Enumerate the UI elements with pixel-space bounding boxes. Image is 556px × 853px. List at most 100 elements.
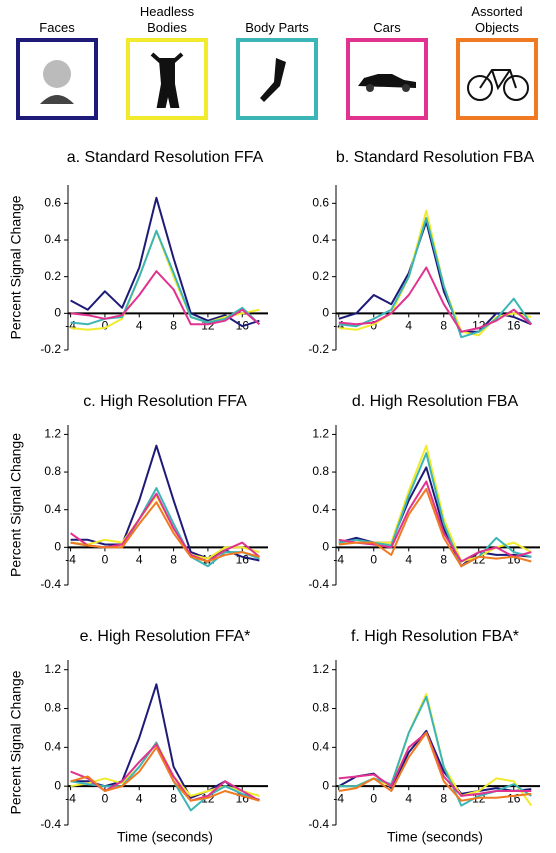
y-tick-label: 0 (54, 540, 61, 554)
y-tick-label: 0.4 (312, 740, 329, 754)
y-tick-label: 1.2 (312, 662, 329, 676)
icon-objects (458, 40, 536, 118)
series-line (70, 196, 260, 328)
y-tick-label: 0.8 (312, 464, 329, 478)
legend-frame (126, 38, 208, 120)
series-line (70, 229, 261, 326)
icon-shape (402, 84, 410, 92)
series-line (338, 266, 532, 333)
series-line (338, 217, 533, 339)
x-tick-label: -4 (65, 791, 76, 805)
y-tick-label: 0.4 (312, 232, 329, 246)
y-tick-label: 0.2 (44, 269, 61, 283)
series-line (338, 220, 532, 333)
series-line (70, 746, 260, 802)
chart-title: d. High Resolution FBA (352, 393, 519, 410)
y-tick-label: 1.2 (44, 662, 61, 676)
icon-body-parts (238, 40, 316, 118)
x-tick-label: 8 (170, 791, 177, 805)
x-tick-label: 8 (170, 319, 177, 333)
x-tick-label: 4 (136, 791, 143, 805)
series-line (70, 444, 260, 562)
x-axis-label: Time (seconds) (117, 829, 213, 845)
series-line (338, 480, 532, 563)
x-tick-label: -4 (333, 791, 344, 805)
legend-label: Body Parts (245, 20, 309, 35)
x-tick-label: -4 (333, 319, 344, 333)
series-line (338, 488, 532, 568)
chart-title: e. High Resolution FFA* (80, 628, 251, 645)
y-tick-label: 0.4 (312, 502, 329, 516)
legend-label: Cars (373, 20, 401, 35)
y-tick-label: 0 (322, 778, 329, 792)
x-axis-label: Time (seconds) (387, 829, 483, 845)
y-tick-label: 0.4 (44, 740, 61, 754)
y-tick-label: 1.2 (312, 427, 329, 441)
icon-shape (366, 84, 374, 92)
x-tick-label: 0 (102, 319, 109, 333)
x-tick-label: 4 (136, 553, 143, 567)
x-tick-label: 0 (370, 553, 377, 567)
y-tick-label: -0.2 (308, 342, 329, 356)
series-line (338, 731, 532, 802)
icon-shape (479, 69, 517, 91)
y-tick-label: 0.4 (44, 232, 61, 246)
y-tick-label: 0.6 (312, 196, 329, 210)
y-tick-label: -0.4 (40, 817, 61, 831)
y-axis-label: Percent Signal Change (8, 670, 24, 814)
legend-frame (16, 38, 98, 120)
series-line (338, 729, 532, 795)
y-tick-label: 0 (54, 778, 61, 792)
x-tick-label: 8 (440, 319, 447, 333)
icon-shape (260, 58, 286, 102)
x-tick-label: -4 (65, 553, 76, 567)
y-axis-label: Percent Signal Change (8, 433, 24, 577)
series-line (70, 741, 260, 812)
y-tick-label: 0.6 (44, 196, 61, 210)
legend-frame (456, 38, 538, 120)
y-tick-label: 0.8 (44, 464, 61, 478)
chart-title: b. Standard Resolution FBA (336, 149, 535, 166)
x-tick-label: 4 (136, 319, 143, 333)
icon-cars (348, 40, 426, 118)
y-tick-label: 0.4 (44, 502, 61, 516)
y-tick-label: -0.2 (40, 342, 61, 356)
icon-shape (40, 95, 74, 104)
y-tick-label: -0.4 (308, 577, 329, 591)
x-tick-label: 8 (440, 791, 447, 805)
x-tick-label: 0 (102, 553, 109, 567)
x-tick-label: 16 (507, 791, 521, 805)
x-tick-label: 0 (370, 791, 377, 805)
icon-shape (503, 75, 529, 101)
x-tick-label: -4 (333, 553, 344, 567)
x-tick-label: 16 (507, 319, 521, 333)
y-tick-label: 1.2 (44, 427, 61, 441)
series-line (70, 501, 260, 563)
chart-title: c. High Resolution FFA (83, 393, 247, 410)
legend-label: Faces (39, 20, 75, 35)
icon-shape (467, 75, 493, 101)
chart-title: f. High Resolution FBA* (351, 628, 519, 645)
x-tick-label: 4 (405, 791, 412, 805)
x-tick-label: 4 (405, 553, 412, 567)
series-line (70, 683, 260, 801)
legend-label: Headless Bodies (139, 4, 195, 35)
x-tick-label: 8 (440, 553, 447, 567)
legend-frame (236, 38, 318, 120)
y-tick-label: -0.4 (40, 577, 61, 591)
y-tick-label: 0 (322, 306, 329, 320)
legend-label: Assorted Objects (471, 4, 523, 35)
y-axis-label: Percent Signal Change (8, 195, 24, 339)
x-tick-label: 0 (370, 319, 377, 333)
y-tick-label: 0 (322, 540, 329, 554)
icon-shape (358, 74, 416, 88)
y-tick-label: 0.2 (312, 269, 329, 283)
x-tick-label: 0 (102, 791, 109, 805)
series-line (70, 270, 261, 326)
x-tick-label: 4 (405, 319, 412, 333)
icon-shape (43, 60, 71, 88)
chart-title: a. Standard Resolution FFA (67, 149, 264, 166)
legend-frame (346, 38, 428, 120)
x-tick-label: 8 (170, 553, 177, 567)
